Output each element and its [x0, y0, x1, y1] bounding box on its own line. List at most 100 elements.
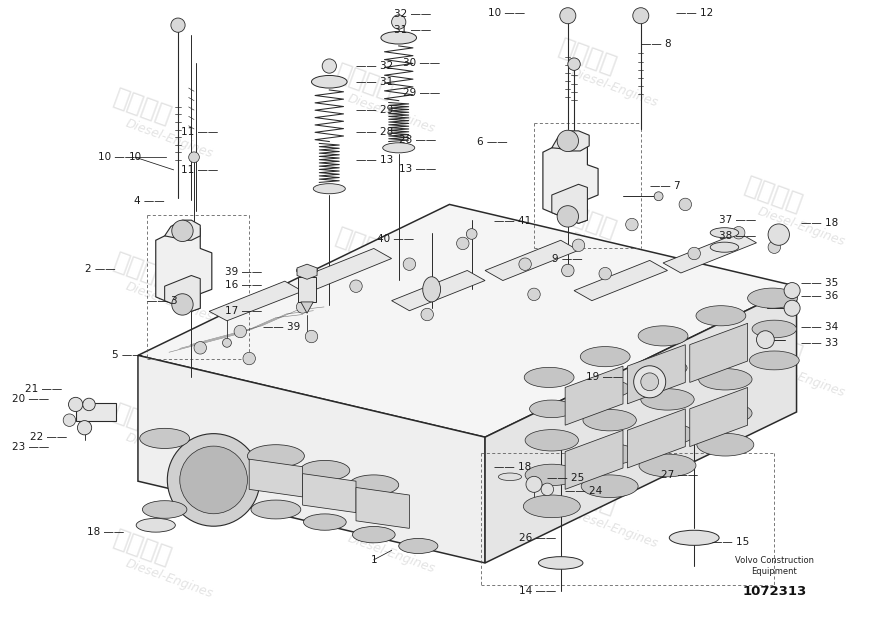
Text: 紫发动力: 紫发动力	[742, 174, 806, 216]
Circle shape	[466, 229, 477, 239]
Ellipse shape	[586, 380, 630, 398]
Circle shape	[732, 226, 745, 239]
Text: 紫发动力: 紫发动力	[555, 476, 619, 518]
Text: 9 ——: 9 ——	[553, 254, 583, 264]
Circle shape	[392, 15, 406, 29]
Polygon shape	[165, 220, 200, 240]
Text: 1072313: 1072313	[742, 585, 806, 598]
Text: —— 41: —— 41	[494, 216, 531, 226]
Circle shape	[768, 241, 781, 253]
Text: 紫发动力: 紫发动力	[333, 375, 397, 418]
Text: —— 24: —— 24	[565, 486, 603, 496]
Circle shape	[562, 264, 574, 277]
Text: 26 ——: 26 ——	[519, 533, 556, 543]
Circle shape	[167, 433, 260, 526]
Text: 27 ——: 27 ——	[661, 470, 699, 480]
Text: 30 ——: 30 ——	[403, 58, 441, 68]
Ellipse shape	[697, 433, 754, 456]
Circle shape	[599, 267, 611, 280]
Circle shape	[528, 288, 540, 301]
Text: 紫发动力: 紫发动力	[555, 35, 619, 78]
Circle shape	[626, 218, 638, 231]
Circle shape	[172, 220, 193, 242]
Text: —— 18: —— 18	[494, 462, 531, 472]
Polygon shape	[297, 264, 317, 279]
Text: —— 8: —— 8	[641, 39, 671, 49]
Text: Diesel-Engines: Diesel-Engines	[569, 230, 659, 274]
Text: 4 ——: 4 ——	[134, 196, 165, 206]
Text: Diesel-Engines: Diesel-Engines	[346, 532, 437, 576]
Polygon shape	[392, 270, 485, 311]
Circle shape	[322, 59, 336, 73]
Text: 紫发动力: 紫发动力	[333, 501, 397, 543]
Ellipse shape	[525, 464, 579, 486]
Ellipse shape	[748, 288, 797, 308]
Text: 21 ——: 21 ——	[25, 384, 62, 394]
Circle shape	[568, 58, 580, 70]
Text: Diesel-Engines: Diesel-Engines	[346, 255, 437, 299]
Polygon shape	[485, 286, 797, 563]
Text: —— 13: —— 13	[356, 155, 393, 165]
Polygon shape	[303, 474, 356, 513]
Ellipse shape	[352, 526, 395, 543]
Text: —— 25: —— 25	[547, 473, 585, 483]
Polygon shape	[663, 233, 756, 273]
Circle shape	[560, 8, 576, 24]
Text: —— 3: —— 3	[147, 296, 177, 306]
Text: 11 ——: 11 ——	[181, 165, 218, 175]
Circle shape	[189, 152, 199, 162]
Ellipse shape	[247, 445, 304, 467]
Circle shape	[77, 421, 92, 435]
Ellipse shape	[303, 514, 346, 530]
Circle shape	[557, 130, 578, 152]
Text: 11 ——: 11 ——	[181, 127, 218, 137]
Text: 2 ——: 2 ——	[85, 264, 116, 274]
Ellipse shape	[140, 428, 190, 448]
Circle shape	[180, 446, 247, 514]
Text: —— 31: —— 31	[356, 77, 393, 87]
Text: 29 ——: 29 ——	[403, 88, 441, 98]
Ellipse shape	[349, 475, 399, 495]
Ellipse shape	[641, 389, 694, 410]
Polygon shape	[565, 430, 623, 489]
Ellipse shape	[749, 351, 799, 370]
Text: —— 36: —— 36	[801, 291, 838, 301]
Ellipse shape	[583, 443, 636, 465]
Polygon shape	[301, 302, 313, 313]
Text: 18 ——: 18 ——	[87, 526, 125, 537]
Ellipse shape	[639, 454, 696, 477]
Ellipse shape	[752, 320, 797, 338]
Text: 10 ——: 10 ——	[98, 152, 135, 162]
Polygon shape	[165, 276, 200, 311]
Circle shape	[654, 192, 663, 201]
Text: 17 ——: 17 ——	[225, 306, 263, 316]
Circle shape	[350, 280, 362, 292]
Ellipse shape	[710, 242, 739, 252]
Circle shape	[768, 224, 789, 245]
Polygon shape	[543, 137, 598, 223]
Ellipse shape	[538, 557, 583, 569]
Text: 13 ——: 13 ——	[399, 164, 436, 174]
Polygon shape	[690, 387, 748, 447]
Circle shape	[194, 342, 206, 354]
Text: —— 12: —— 12	[676, 8, 714, 18]
Text: Diesel-Engines: Diesel-Engines	[124, 431, 214, 475]
Text: —— 32: —— 32	[356, 61, 393, 71]
Text: —— 39: —— 39	[263, 322, 300, 332]
Text: 40 ——: 40 ——	[376, 234, 414, 244]
Text: 14 ——: 14 ——	[519, 586, 556, 596]
Polygon shape	[138, 355, 485, 563]
Text: 37 ——: 37 ——	[719, 215, 756, 225]
Text: 10 ——: 10 ——	[488, 8, 525, 18]
Circle shape	[296, 301, 309, 313]
Polygon shape	[356, 487, 409, 528]
Polygon shape	[298, 248, 392, 289]
Text: Diesel-Engines: Diesel-Engines	[756, 204, 846, 248]
Text: 紫发动力: 紫发动力	[555, 350, 619, 392]
Circle shape	[171, 18, 185, 32]
Ellipse shape	[136, 518, 175, 532]
Circle shape	[403, 258, 416, 270]
Circle shape	[557, 206, 578, 227]
Text: Diesel-Engines: Diesel-Engines	[756, 355, 846, 399]
Text: Diesel-Engines: Diesel-Engines	[346, 91, 437, 135]
